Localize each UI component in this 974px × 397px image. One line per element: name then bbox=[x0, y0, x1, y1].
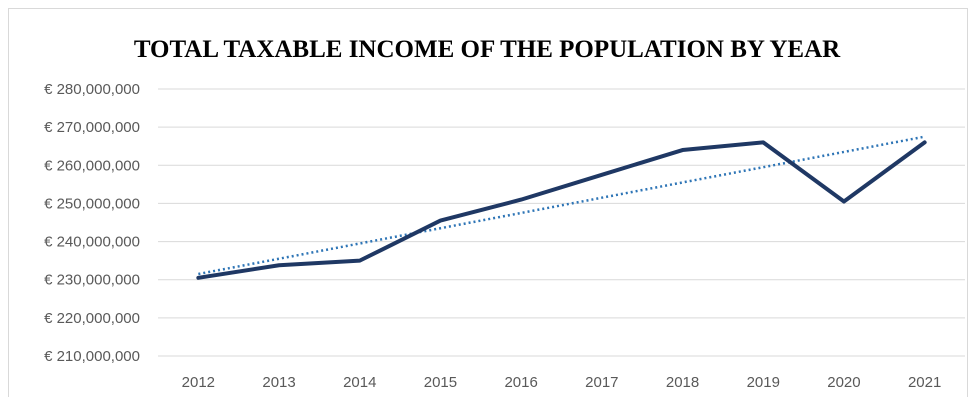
y-tick-label: € 220,000,000 bbox=[44, 310, 140, 327]
income-series-line bbox=[196, 140, 927, 280]
x-tick-label: 2013 bbox=[262, 374, 295, 391]
y-tick-label: € 270,000,000 bbox=[44, 119, 140, 136]
chart-frame bbox=[8, 8, 968, 397]
x-tick-label: 2019 bbox=[747, 374, 780, 391]
y-tick-label: € 210,000,000 bbox=[44, 348, 140, 365]
x-tick-label: 2018 bbox=[666, 374, 699, 391]
y-tick-label: € 250,000,000 bbox=[44, 195, 140, 212]
y-tick-label: € 260,000,000 bbox=[44, 157, 140, 174]
x-tick-label: 2020 bbox=[827, 374, 860, 391]
chart-title: TOTAL TAXABLE INCOME OF THE POPULATION B… bbox=[133, 36, 841, 63]
y-tick-label: € 240,000,000 bbox=[44, 234, 140, 251]
x-tick-label: 2017 bbox=[585, 374, 618, 391]
x-tick-label: 2021 bbox=[908, 374, 941, 391]
trendline-series bbox=[198, 135, 925, 276]
x-tick-label: 2012 bbox=[182, 374, 215, 391]
y-tick-label: € 280,000,000 bbox=[44, 81, 140, 98]
y-tick-label: € 230,000,000 bbox=[44, 272, 140, 289]
x-tick-label: 2016 bbox=[504, 374, 537, 391]
x-tick-label: 2015 bbox=[424, 374, 457, 391]
x-tick-label: 2014 bbox=[343, 374, 376, 391]
